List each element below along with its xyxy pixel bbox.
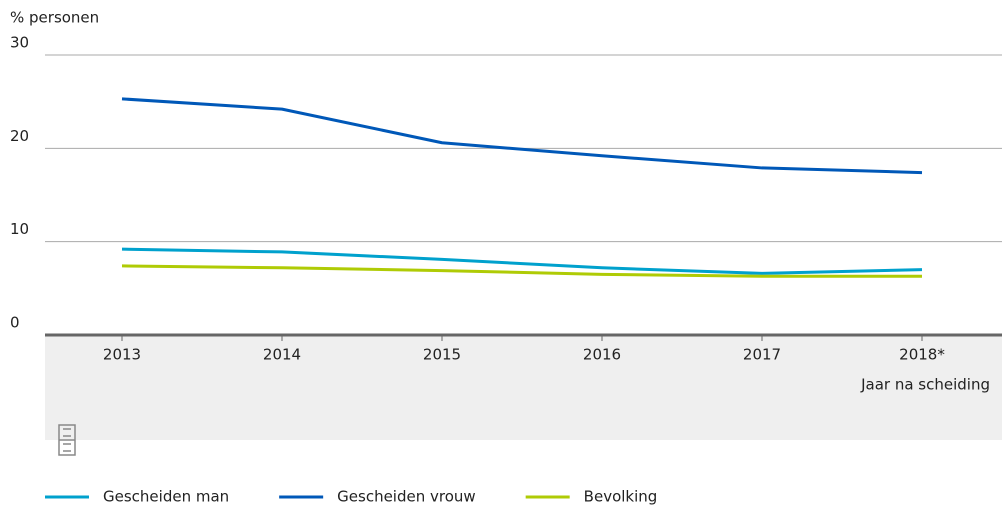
logo: [58, 424, 76, 456]
x-tick-label: 2015: [423, 346, 461, 364]
x-tick-label: 2018*: [899, 346, 945, 364]
y-tick-label: 10: [10, 220, 29, 238]
legend-label: Gescheiden vrouw: [337, 488, 476, 506]
axis-band: [45, 335, 1002, 440]
series-line: [121, 97, 923, 175]
y-axis-label: % personen: [10, 9, 99, 27]
x-tick-label: 2013: [103, 346, 141, 364]
x-tick-label: 2017: [743, 346, 781, 364]
x-axis-label: Jaar na scheiding: [860, 376, 990, 394]
series-line: [121, 264, 922, 278]
legend-label: Gescheiden man: [103, 488, 229, 506]
y-tick-label: 30: [10, 34, 29, 52]
y-tick-label: 20: [10, 127, 29, 145]
x-tick-label: 2016: [583, 346, 621, 364]
series-line: [121, 247, 923, 275]
x-tick-label: 2014: [263, 346, 301, 364]
y-tick-label: 0: [10, 314, 20, 332]
legend-label: Bevolking: [584, 488, 658, 506]
